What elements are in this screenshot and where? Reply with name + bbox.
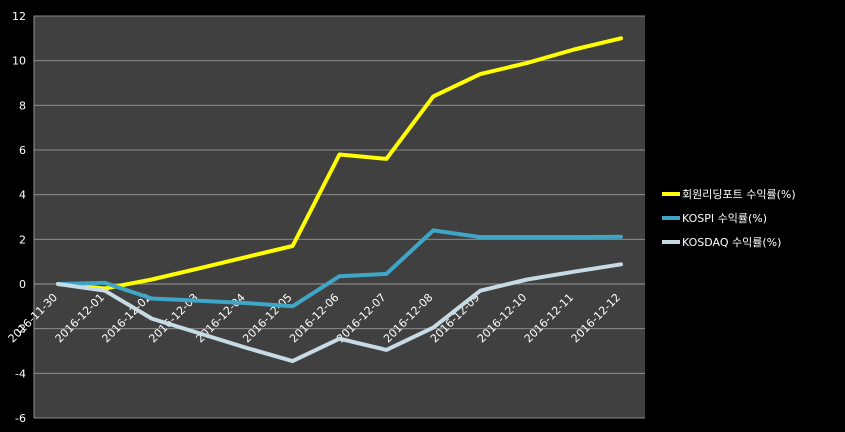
legend-label-1: 회원리딩포트 수익률(%) <box>682 188 796 201</box>
legend-label-3: KOSDAQ 수익률(%) <box>682 236 781 249</box>
series-line-1 <box>56 36 623 291</box>
y-tick-label: 2 <box>19 233 26 246</box>
y-tick-label: 12 <box>12 10 26 23</box>
y-tick-label: 10 <box>12 55 26 68</box>
y-tick-label: -4 <box>15 367 26 380</box>
series-line-2 <box>56 228 623 309</box>
y-tick-label: 6 <box>19 144 26 157</box>
y-tick-label: 4 <box>19 189 26 202</box>
legend-label-2: KOSPI 수익률(%) <box>682 212 767 225</box>
y-tick-label: -2 <box>15 323 26 336</box>
y-tick-label: 8 <box>19 99 26 112</box>
series-line-3 <box>56 262 623 364</box>
y-tick-label: -6 <box>15 412 26 425</box>
y-tick-label: 0 <box>19 278 26 291</box>
plot-area <box>34 16 645 418</box>
